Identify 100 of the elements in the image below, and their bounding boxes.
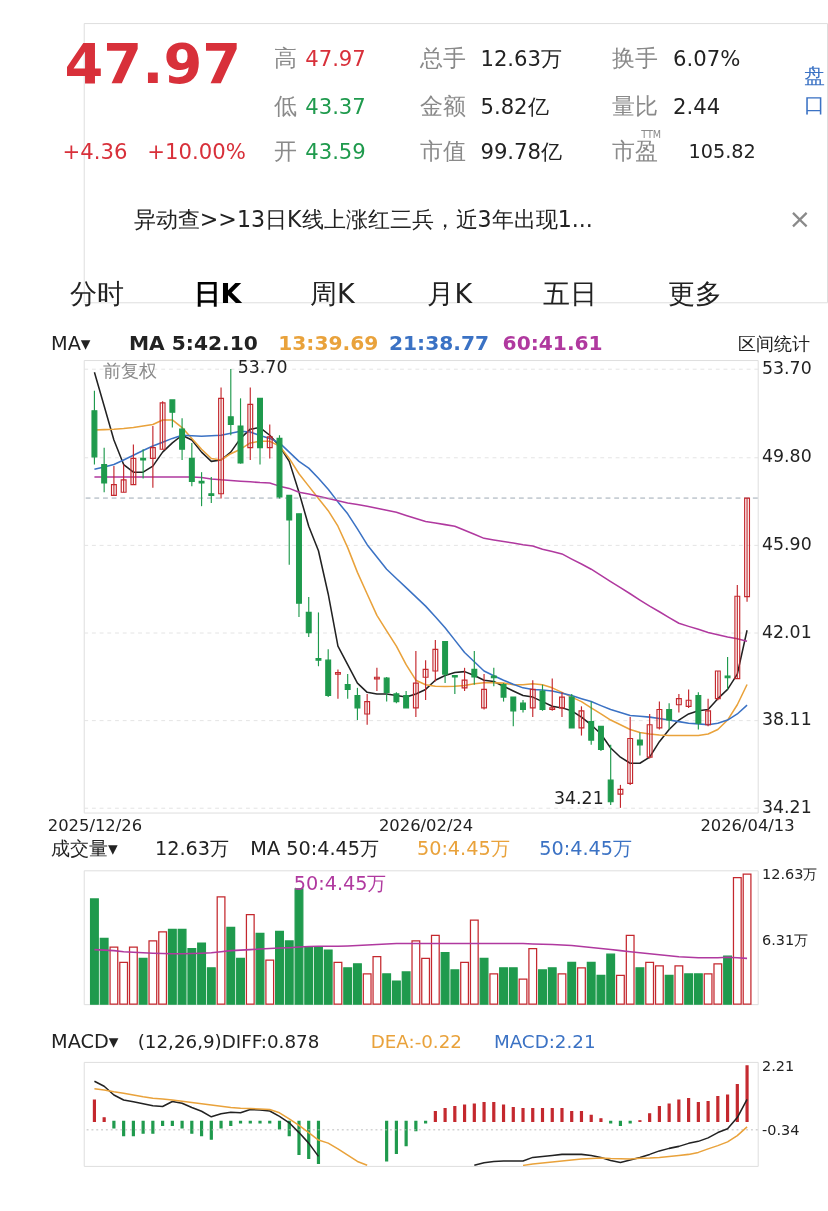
- text: 市盈: [612, 137, 659, 164]
- candlestick: [481, 673, 488, 711]
- text: 盘口: [803, 62, 825, 117]
- text: 50:4.45万: [293, 871, 387, 895]
- text: 分时: [70, 278, 125, 310]
- text: 43.37: [305, 93, 366, 119]
- candlestick: [578, 705, 585, 737]
- text: 43.59: [305, 138, 366, 164]
- text: 60:41.61: [502, 331, 603, 356]
- candlestick: [276, 434, 283, 500]
- text: 更多: [668, 278, 723, 310]
- chart-title: MACD▾: [51, 1030, 119, 1054]
- line-series: [93, 942, 748, 960]
- y-tick-label: 2.21: [762, 1058, 795, 1075]
- text: 日K: [193, 278, 243, 310]
- candlestick: [110, 465, 117, 496]
- candlestick: [617, 784, 624, 809]
- text: TTM: [640, 128, 662, 140]
- y-tick-label: 6.31万: [762, 931, 809, 948]
- annotation: 前复权: [103, 360, 158, 382]
- text: 异动查>>13日K线上涨红三兵，近3年出现1...: [133, 206, 593, 233]
- candlestick: [724, 656, 731, 691]
- annotation: 34.21: [554, 787, 604, 808]
- x-tick-label: 2026/02/24: [378, 816, 474, 836]
- text: 总手: [418, 45, 466, 72]
- candlestick: [549, 678, 556, 712]
- y-tick-label: 12.63万: [762, 866, 818, 883]
- candlestick: [539, 684, 546, 712]
- text: (12,26,9)DIFF:0.878: [137, 1031, 320, 1053]
- bar: [333, 961, 343, 1005]
- bar: [674, 965, 684, 1005]
- bar: [576, 967, 586, 1005]
- chart-title: 成交量▾: [51, 836, 119, 860]
- candlestick: [169, 399, 176, 429]
- candlestick: [705, 698, 712, 727]
- candlestick: [422, 659, 429, 701]
- candlestick: [412, 650, 419, 718]
- x-tick-label: 2025/12/26: [47, 816, 143, 836]
- candlestick: [218, 386, 225, 500]
- text: 12.63万: [480, 46, 563, 72]
- bar: [138, 957, 148, 1005]
- y-tick-label: 49.80: [762, 446, 812, 467]
- text: 47.97: [64, 30, 242, 96]
- candlestick: [529, 679, 536, 718]
- text: 105.82: [688, 139, 756, 163]
- chart-title: MA▾: [51, 332, 91, 356]
- text: 高: [274, 45, 298, 72]
- text: 五日: [543, 278, 598, 310]
- candlestick: [237, 397, 244, 465]
- bar: [255, 932, 265, 1005]
- bar: [635, 967, 645, 1005]
- candlestick: [315, 611, 322, 667]
- text: +4.36: [62, 138, 128, 164]
- text: +10.00%: [147, 138, 246, 164]
- bar: [557, 973, 567, 1005]
- candlestick: [627, 716, 634, 786]
- candlestick: [159, 400, 166, 450]
- candlestick: [744, 497, 751, 603]
- text: 区间统计: [738, 333, 811, 355]
- candlestick: [451, 675, 458, 695]
- text: DEA:-0.22: [370, 1031, 462, 1053]
- y-tick-label: -0.34: [762, 1122, 800, 1139]
- candlestick: [656, 701, 663, 731]
- text: 低: [274, 92, 298, 119]
- text: ×: [788, 203, 812, 235]
- text: 99.78亿: [480, 138, 563, 164]
- candlestick: [646, 713, 653, 760]
- candlestick: [120, 463, 127, 493]
- candlestick: [364, 693, 371, 726]
- text: 月K: [427, 278, 474, 310]
- text: MACD:2.21: [493, 1031, 596, 1053]
- text: 50:4.45万: [416, 836, 510, 860]
- candlestick: [247, 386, 254, 461]
- y-tick-label: 34.21: [762, 797, 812, 818]
- bar: [489, 973, 499, 1005]
- text: 周K: [310, 278, 357, 310]
- bar: [265, 959, 275, 1005]
- text: 量比: [612, 92, 659, 119]
- text: 换手: [612, 45, 659, 72]
- bar: [567, 961, 577, 1005]
- candlestick: [558, 691, 565, 718]
- text: 13:39.69: [278, 331, 379, 356]
- candlestick: [685, 688, 692, 709]
- candlestick: [490, 667, 497, 687]
- candlestick: [432, 639, 439, 683]
- candlestick: [198, 471, 205, 507]
- bar: [664, 974, 674, 1005]
- text: 50:4.45万: [539, 836, 633, 860]
- y-tick-label: 53.70: [762, 358, 812, 379]
- candlestick: [266, 423, 273, 460]
- candlestick: [130, 443, 137, 486]
- text: 开: [274, 137, 298, 164]
- annotation: 53.70: [237, 356, 288, 377]
- y-tick-label: 45.90: [762, 533, 812, 554]
- candlestick: [500, 682, 507, 703]
- text: 12.63万: [155, 836, 230, 860]
- text: 21:38.77: [388, 331, 490, 356]
- text: MA 50:4.45万: [250, 836, 380, 860]
- candlestick: [461, 667, 468, 692]
- bar: [723, 955, 733, 1005]
